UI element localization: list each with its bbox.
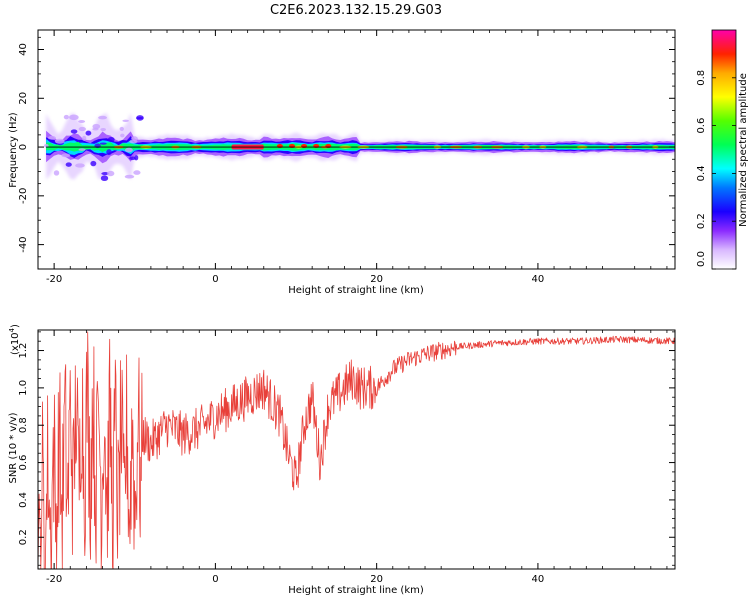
y-tick-label: -20 [18,188,29,204]
spectrogram-noise-blob [61,153,71,158]
y-tick-label: 1.0 [18,380,29,396]
y-tick-label: 40 [18,43,29,56]
spectrogram-noise-blob [125,147,133,153]
colorbar-gradient [711,29,737,270]
spectrogram-noise-blob [85,130,92,136]
spectrogram-noise-blob [53,170,60,176]
colorbar-tick-label: 0.0 [696,251,707,267]
colorbar-tick-label: 0.4 [696,165,707,181]
spectrogram-noise-blob [120,133,125,138]
spectrogram-frame [37,29,676,270]
spectrogram-noise-blob [47,135,57,140]
spectrogram-noise-blob [129,139,138,144]
spectrogram-noise-blob [133,170,141,175]
x-tick-label: 40 [532,574,545,585]
snr-ticks: -20 0 20 40 0.2 0.4 0.6 0.8 1.0 1.2 [18,330,675,585]
snr-y-multiplier: (x104) [8,324,21,355]
y-tick-label: 20 [18,92,29,105]
spectrogram-noise-blob [54,138,65,144]
snr-panel: -20 0 20 40 0.2 0.4 0.6 0.8 1.0 1.2 Height of str… [8,324,676,596]
spectrogram-noise-blob [98,115,107,120]
y-tick-label: 1.2 [18,343,29,359]
snr-series-line [38,331,675,569]
spectrogram-noise-blob [75,163,85,168]
figure-title: C2E6.2023.132.15.29.G03 [270,3,442,18]
x-tick-label: 20 [370,574,383,585]
y-tick-label: 0.2 [18,529,29,545]
y-tick-label: 0 [18,144,29,150]
spectrogram-noise-blob [82,135,87,141]
spectrogram-noise-blob [122,119,129,123]
colorbar-tick-label: 0.8 [696,70,707,86]
spectrogram-noise-blob [44,144,49,148]
x-tick-label: 40 [532,274,545,285]
y-tick-label: 0.6 [18,455,29,471]
spectrogram-noise-blob [70,129,78,134]
x-tick-label: -20 [46,574,62,585]
spectrogram-noise-blob [63,114,69,120]
spectrogram-noise-blob [101,172,109,176]
spectrogram-noise-blob [99,142,107,145]
x-tick-label: 20 [370,274,383,285]
spectrogram-noise-blob [106,149,112,156]
spectrogram-noise-blob [92,123,101,129]
snr-y-axis-label: SNR (10 * v/v) [8,412,19,483]
spectrogram-noise-blob [100,127,106,132]
spectrogram-noise-blob [69,114,79,121]
spectrogram-noise-blob [107,137,115,142]
spectrogram-x-axis-label: Height of straight line (km) [288,285,424,296]
y-tick-label: 0.4 [18,492,29,508]
snr-x-axis-label: Height of straight line (km) [288,585,424,596]
y-tick-label: 0.8 [18,417,29,433]
x-tick-label: 0 [212,574,218,585]
colorbar-tick-label: 0.2 [696,213,707,229]
colorbar: 0.0 0.2 0.4 0.6 0.8 Normalized spectral ampl… [696,29,749,270]
spectrogram-noise-blob [78,126,86,132]
spectrogram-noise-blob [65,162,72,167]
y-tick-label: -40 [18,236,29,252]
spectrogram-noise-blob [134,155,139,161]
spectrogram-noise-blob [90,160,97,167]
spectrogram-noise-blob [107,170,115,177]
spectrogram-noise-blob [135,116,144,120]
colorbar-ticks: 0.0 0.2 0.4 0.6 0.8 [696,70,736,270]
colorbar-tick-label: 0.6 [696,118,707,134]
spectrogram-noise-blob [124,174,135,179]
spectrogram-y-axis-label: Frequency (Hz) [8,112,19,188]
spectrogram-ticks: -20 0 20 40 -40 -20 0 20 40 [18,30,675,285]
spectrogram-noise-blob [78,148,86,151]
spectrogram-noise-blob [119,126,124,131]
spectrogram-panel: -20 0 20 40 -40 -20 0 20 40 Height of straight l… [8,29,676,296]
spectrogram-noise-blob [92,127,99,131]
spectrogram-noise-blob [100,175,109,182]
snr-frame [37,329,676,570]
colorbar-label: Normalized spectral amplitude [738,73,749,227]
spectrogram-band [44,112,675,182]
spectrogram-noise-blob [78,120,86,123]
x-tick-label: 0 [212,274,218,285]
x-tick-label: -20 [46,274,62,285]
